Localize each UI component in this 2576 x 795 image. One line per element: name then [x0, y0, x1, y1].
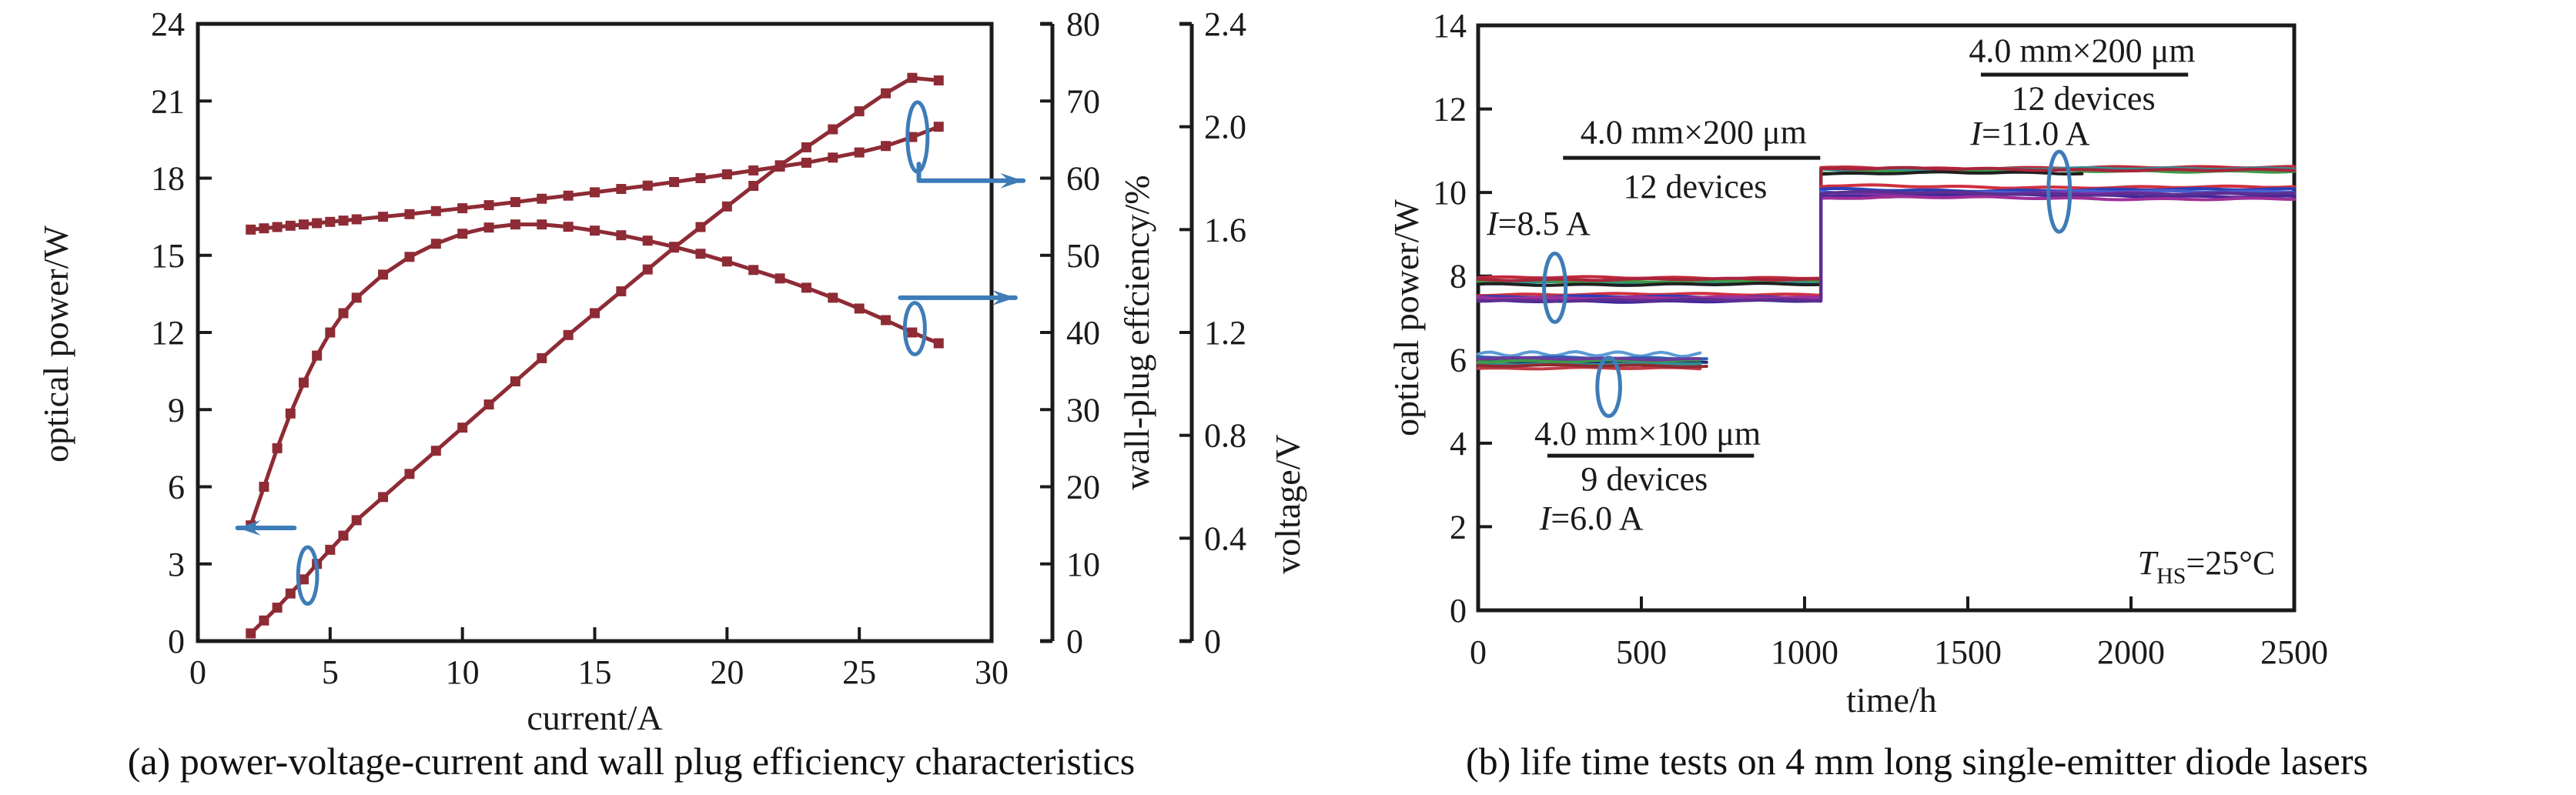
svg-text:4.0 mm×100 μm: 4.0 mm×100 μm	[1534, 415, 1761, 453]
svg-text:3: 3	[168, 546, 185, 583]
bundle-ellipse-marker	[2046, 149, 2073, 234]
svg-text:12 devices: 12 devices	[2012, 79, 2156, 117]
svg-text:1500: 1500	[1934, 633, 2002, 671]
svg-text:21: 21	[151, 82, 185, 120]
svg-text:0: 0	[168, 623, 185, 660]
optical-power-left-axis-pointer	[235, 519, 319, 606]
svg-text:15: 15	[578, 653, 612, 691]
svg-text:0: 0	[189, 653, 206, 691]
svg-text:40: 40	[1066, 314, 1100, 352]
efficiency-right-axis-pointer	[898, 289, 1018, 356]
svg-text:I=6.0 A: I=6.0 A	[1539, 499, 1644, 537]
svg-text:optical power/W: optical power/W	[36, 225, 75, 463]
svg-text:time/h: time/h	[1846, 680, 1937, 720]
svg-text:0: 0	[1066, 623, 1083, 660]
svg-text:10: 10	[1433, 174, 1467, 212]
svg-text:30: 30	[975, 653, 1009, 691]
lifetime-lines-100um-group	[1477, 349, 1708, 371]
svg-text:4.0 mm×200 μm: 4.0 mm×200 μm	[1969, 32, 2195, 70]
svg-text:50: 50	[1066, 237, 1100, 275]
svg-text:6: 6	[1450, 341, 1467, 379]
x-axis-current: 0 5 10 15 20 25 30 current/A	[189, 627, 1009, 737]
svg-text:25: 25	[842, 653, 876, 691]
efficiency-series	[246, 219, 944, 531]
svg-text:12: 12	[1433, 91, 1467, 129]
svg-text:0.8: 0.8	[1204, 417, 1246, 455]
svg-text:12: 12	[151, 314, 185, 352]
svg-text:4.0 mm×200 μm: 4.0 mm×200 μm	[1581, 113, 1807, 151]
svg-text:0.4: 0.4	[1204, 519, 1246, 557]
svg-text:0: 0	[1450, 592, 1467, 630]
svg-text:9: 9	[168, 391, 185, 429]
lifetime-lines-200um-group	[1477, 165, 2296, 304]
caption-panel-a: (a) power-voltage-current and wall plug …	[127, 740, 1136, 783]
svg-text:2500: 2500	[2260, 633, 2328, 671]
svg-text:6: 6	[168, 469, 185, 506]
svg-text:18: 18	[151, 160, 185, 198]
svg-text:wall-plug effciency/%: wall-plug effciency/%	[1117, 175, 1156, 489]
svg-text:current/A: current/A	[527, 698, 662, 737]
y-axis-optical-power: 0 3 6 9 12 15 18 21 24 optical power/W	[36, 5, 212, 660]
svg-text:70: 70	[1066, 82, 1100, 120]
svg-text:voltage/V: voltage/V	[1268, 434, 1307, 573]
bundle-ellipse-marker	[1595, 356, 1622, 419]
svg-text:2.4: 2.4	[1204, 5, 1246, 43]
svg-text:optical power/W: optical power/W	[1387, 199, 1426, 436]
svg-text:0: 0	[1470, 633, 1487, 671]
y-axis-optical-power-b: 0 2 4 6 8 10 12 14 optical power/W	[1387, 7, 1492, 630]
svg-text:60: 60	[1066, 160, 1100, 198]
svg-text:80: 80	[1066, 5, 1100, 43]
bundle-ellipse-marker	[1542, 251, 1568, 324]
chart-b-lifetime-tests: 0 500 1000 1500 2000 2500 time/h 0 2 4 6 8 10 12 14 opt…	[1387, 7, 2328, 720]
voltage-series	[246, 122, 944, 235]
y-axis-voltage: 0 0.4 0.8 1.2 1.6 2.0 2.4 voltage/V	[1179, 5, 1307, 660]
svg-text:12 devices: 12 devices	[1623, 168, 1767, 205]
chart-a-power-voltage-current: 0 5 10 15 20 25 30 current/A 0 3 6 9 12 15 18 21 24 optic…	[36, 5, 1307, 737]
svg-text:1.2: 1.2	[1204, 314, 1246, 352]
svg-text:2000: 2000	[2097, 633, 2165, 671]
svg-text:20: 20	[710, 653, 744, 691]
svg-text:THS=25°C: THS=25°C	[2138, 544, 2276, 589]
svg-text:2: 2	[1450, 508, 1467, 546]
svg-text:14: 14	[1433, 7, 1467, 45]
x-axis-time: 0 500 1000 1500 2000 2500 time/h	[1470, 596, 2328, 720]
y-axis-wall-plug-efficiency: 0 10 20 30 40 50 60 70 80 wall-plug effciency/%	[1040, 5, 1156, 660]
svg-text:1000: 1000	[1771, 633, 1838, 671]
svg-text:10: 10	[446, 653, 480, 691]
svg-text:30: 30	[1066, 391, 1100, 429]
svg-text:1.6: 1.6	[1204, 211, 1246, 249]
svg-text:2.0: 2.0	[1204, 109, 1246, 146]
svg-text:500: 500	[1616, 633, 1667, 671]
svg-text:9 devices: 9 devices	[1581, 460, 1708, 498]
svg-text:24: 24	[151, 5, 185, 43]
plot-box-b	[1476, 23, 2297, 613]
svg-text:15: 15	[151, 237, 185, 275]
annotation-block: 4.0 mm×200 μm 12 devices I=8.5 A	[1486, 113, 1821, 242]
svg-text:4: 4	[1450, 425, 1467, 463]
svg-text:I=11.0 A: I=11.0 A	[1969, 115, 2089, 152]
voltage-right-axis-pointer	[905, 100, 1026, 189]
plot-box-a	[196, 22, 994, 643]
svg-text:I=8.5 A: I=8.5 A	[1486, 205, 1591, 242]
svg-text:0: 0	[1204, 623, 1221, 660]
caption-panel-b: (b) life time tests on 4 mm long single-…	[1466, 740, 2368, 783]
svg-text:8: 8	[1450, 258, 1467, 296]
svg-text:10: 10	[1066, 546, 1100, 583]
svg-text:5: 5	[322, 653, 339, 691]
svg-text:20: 20	[1066, 469, 1100, 506]
